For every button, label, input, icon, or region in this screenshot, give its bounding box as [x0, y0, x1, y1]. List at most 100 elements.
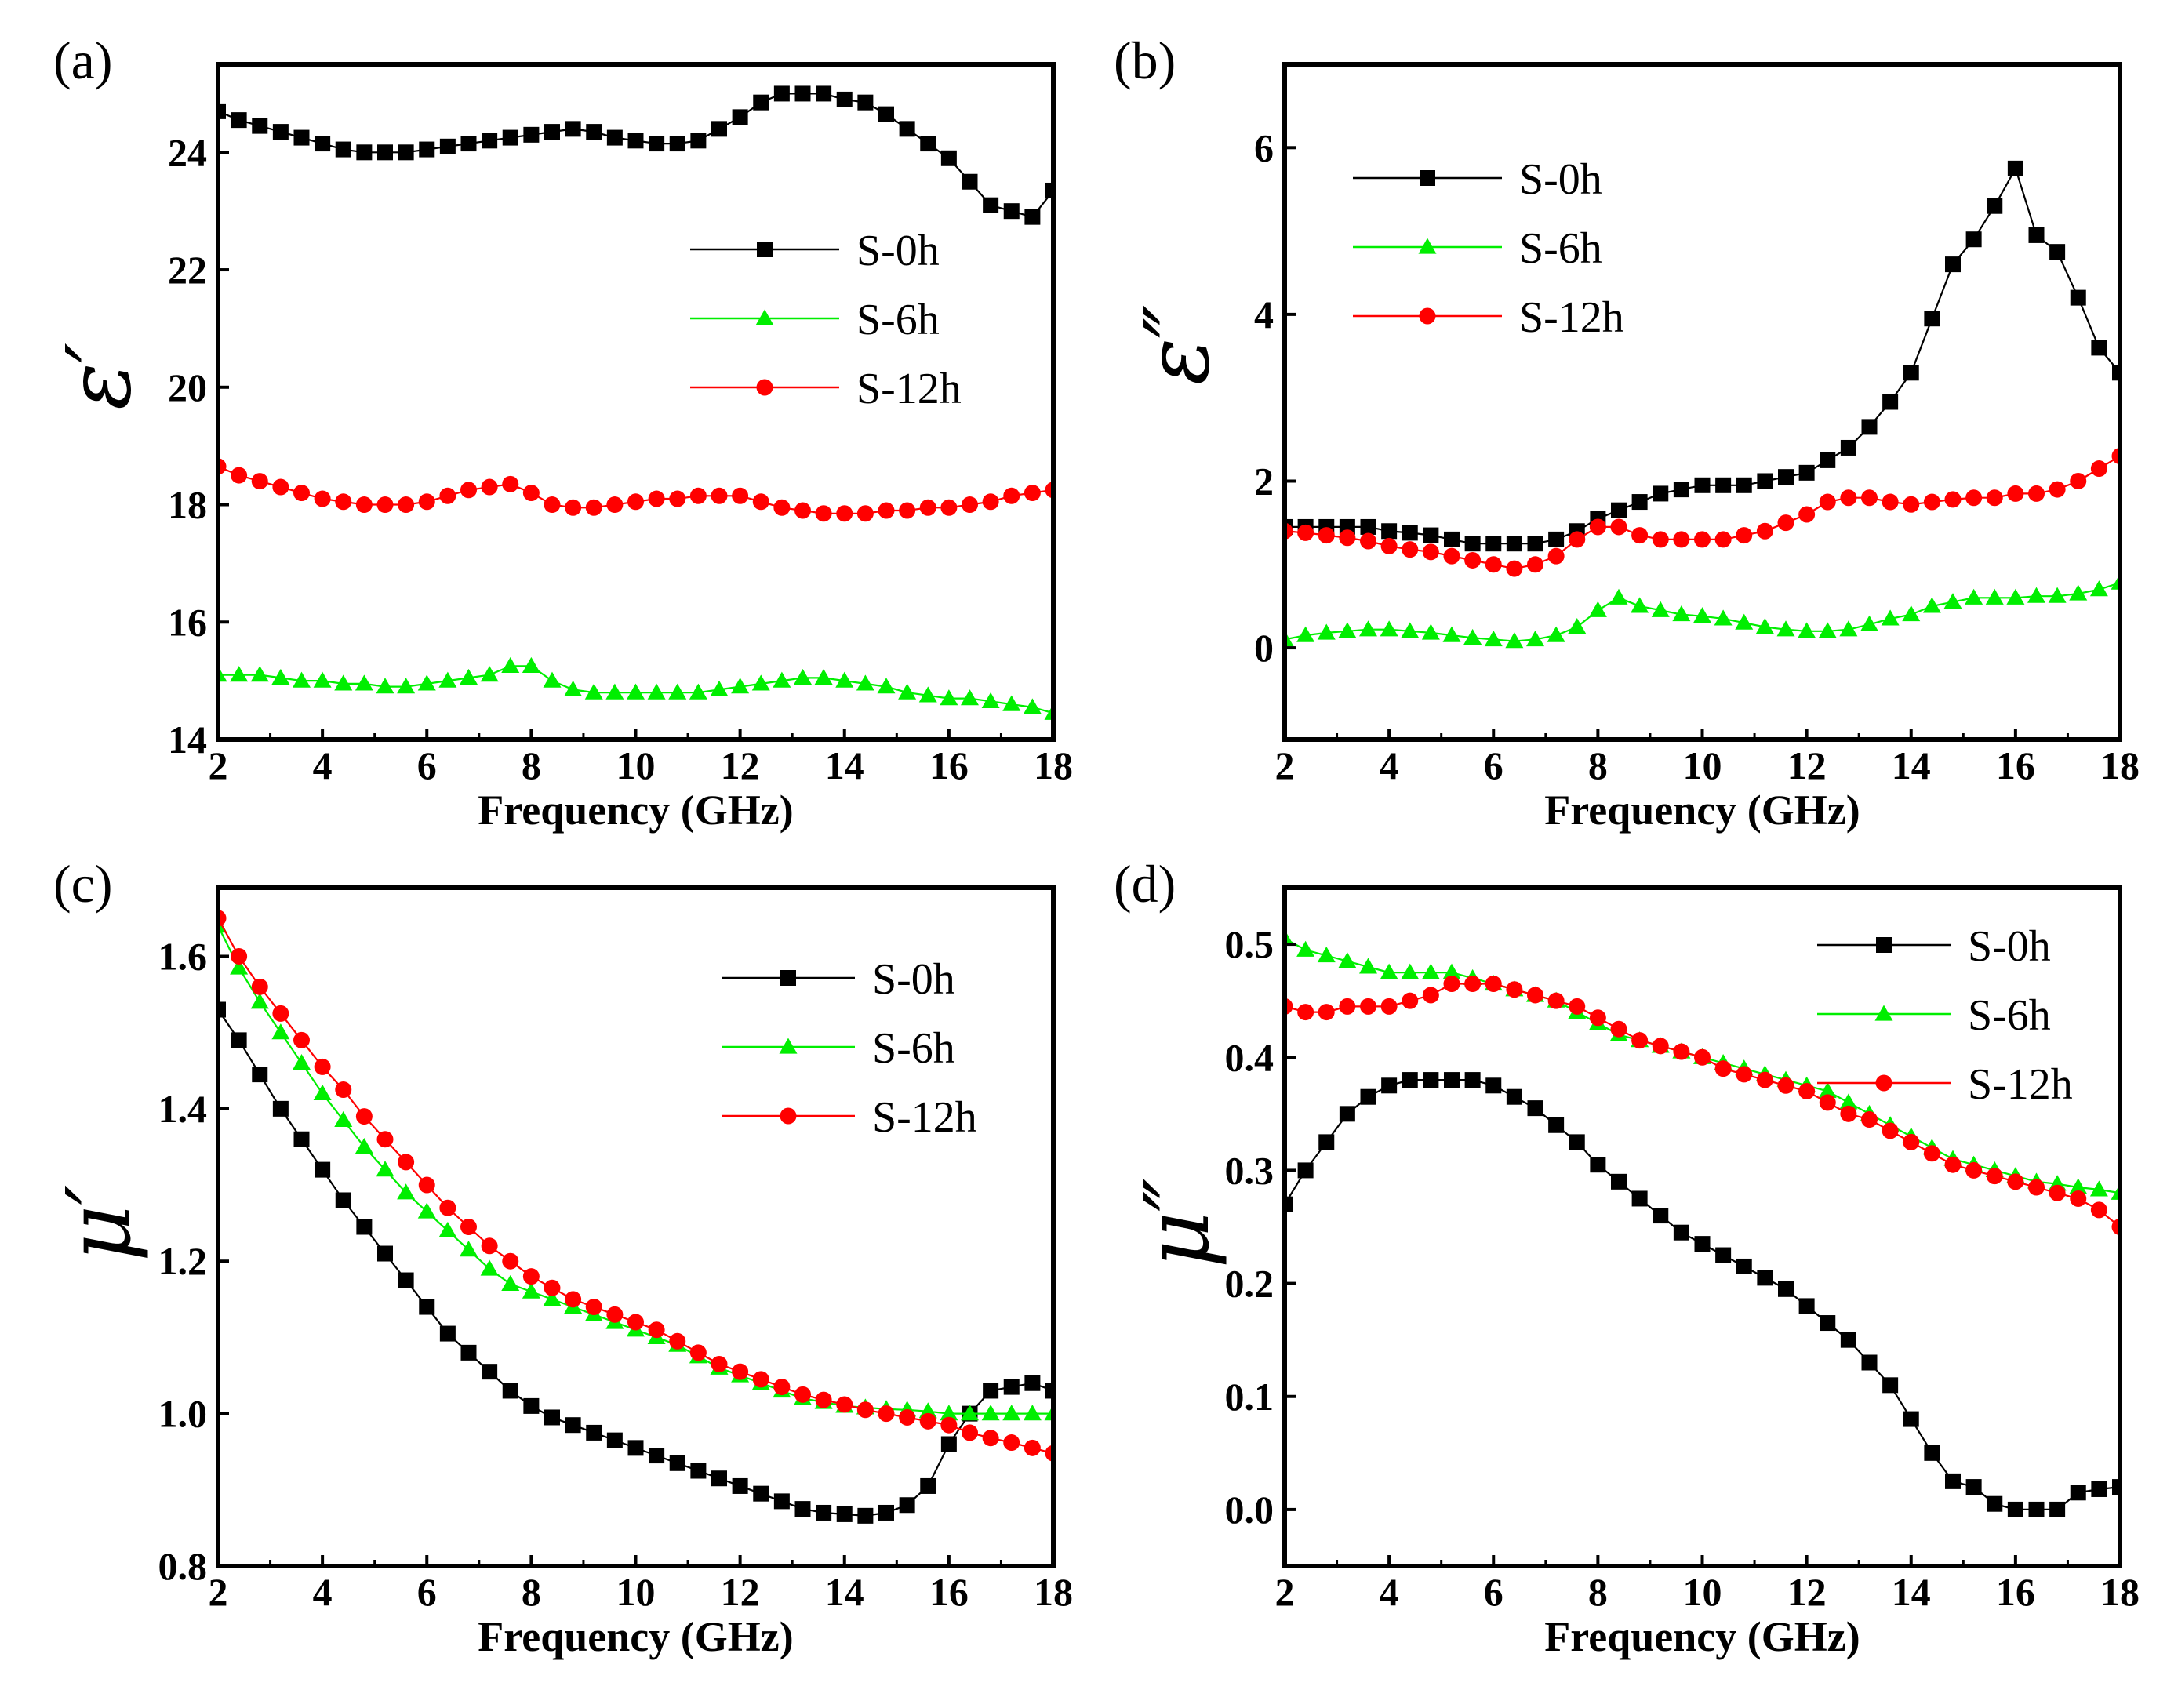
data-point-S-12h — [1652, 531, 1669, 548]
data-point-S-12h — [1714, 1060, 1732, 1077]
data-point-S-6h — [438, 671, 457, 688]
data-point-S-6h — [250, 993, 269, 1009]
data-point-S-12h — [1965, 1161, 1983, 1179]
data-point-S-6h — [981, 692, 1000, 708]
y-tick-label: 0.2 — [1225, 1262, 1274, 1306]
data-point-S-0h — [1485, 1077, 1502, 1094]
data-point-S-12h — [1547, 992, 1565, 1009]
x-tick-label: 12 — [1787, 743, 1827, 787]
data-point-S-12h — [856, 1401, 874, 1419]
data-point-S-6h — [773, 671, 791, 688]
data-point-S-6h — [1296, 626, 1315, 642]
data-point-S-0h — [315, 1161, 331, 1178]
data-point-S-12h — [231, 467, 248, 484]
data-point-S-12h — [899, 1408, 916, 1426]
x-tick-label: 18 — [2100, 743, 2140, 787]
y-axis-label: ε″ — [1127, 305, 1229, 385]
series-S-0h — [1285, 1072, 2120, 1517]
data-point-S-0h — [711, 1470, 727, 1487]
data-point-S-12h — [1569, 998, 1586, 1015]
data-point-S-6h — [1317, 623, 1336, 640]
data-point-S-12h — [2090, 1201, 2107, 1219]
data-point-S-6h — [522, 1282, 540, 1299]
data-point-S-6h — [1735, 613, 1754, 630]
data-point-S-12h — [1506, 981, 1523, 998]
panel-label: (c) — [53, 854, 112, 914]
x-tick-label: 2 — [209, 1570, 228, 1614]
x-tick-label: 8 — [522, 1570, 541, 1614]
y-tick-label: 0.3 — [1225, 1148, 1274, 1192]
data-point-S-0h — [1903, 365, 1919, 381]
data-point-S-0h — [878, 106, 894, 122]
y-tick-label: 1.6 — [158, 934, 208, 978]
legend-label-S-12h: S-12h — [1968, 1060, 2073, 1109]
data-point-S-0h — [1285, 1196, 1293, 1212]
data-point-S-0h — [983, 1383, 999, 1399]
data-point-S-0h — [1024, 1375, 1041, 1391]
x-tick-label: 4 — [1380, 743, 1399, 787]
series-S-12h — [218, 458, 1053, 522]
legend: S-0h S-6h S-12h — [722, 955, 977, 1142]
data-point-S-6h — [918, 686, 937, 703]
data-point-S-0h — [565, 121, 581, 137]
data-point-S-0h — [2028, 227, 2045, 243]
data-point-S-6h — [501, 656, 520, 674]
data-point-S-0h — [2091, 1481, 2107, 1497]
data-point-S-6h — [1442, 963, 1461, 979]
data-point-S-12h — [940, 499, 958, 516]
data-point-S-12h — [1819, 493, 1836, 511]
data-point-S-6h — [480, 666, 499, 682]
data-point-S-12h — [940, 1416, 958, 1434]
data-point-S-0h — [2028, 1501, 2045, 1517]
data-point-S-6h — [898, 683, 917, 700]
data-point-S-12h — [794, 1386, 811, 1403]
data-point-S-0h — [1423, 1072, 1439, 1088]
data-point-S-0h — [732, 1477, 748, 1494]
x-tick-label: 8 — [1588, 743, 1608, 787]
y-tick-label: 18 — [168, 483, 207, 527]
x-tick-label: 6 — [1484, 743, 1503, 787]
data-point-S-12h — [481, 1237, 498, 1255]
data-point-S-0h — [669, 1455, 685, 1471]
y-tick-label: 0.0 — [1225, 1488, 1274, 1532]
data-point-S-0h — [816, 85, 832, 102]
data-point-S-12h — [1882, 493, 1899, 511]
data-point-S-12h — [272, 478, 289, 496]
data-point-S-0h — [2049, 244, 2066, 260]
data-point-S-6h — [543, 671, 562, 688]
data-point-S-6h — [1296, 940, 1315, 957]
data-point-S-0h — [293, 1131, 310, 1147]
y-tick-label: 0.5 — [1225, 922, 1274, 966]
data-point-S-0h — [231, 1032, 247, 1048]
data-point-S-0h — [1402, 1072, 1418, 1088]
data-point-S-12h — [1694, 531, 1711, 548]
data-point-S-6h — [1651, 601, 1670, 617]
chart-panel-b: 2 4 6 8 10 12 14 16 18 0 2 4 6 Frequency (GHz) ε″ (b) S-… — [1114, 31, 2140, 834]
data-point-S-0h — [1548, 531, 1565, 547]
data-point-S-0h — [794, 1501, 811, 1517]
legend-label-S-6h: S-6h — [1519, 224, 1602, 273]
data-point-S-0h — [1882, 1377, 1899, 1394]
data-point-S-12h — [773, 1379, 791, 1396]
data-point-S-0h — [606, 129, 623, 146]
data-point-S-6h — [1023, 698, 1042, 714]
data-point-S-6h — [2069, 584, 2088, 601]
data-point-S-0h — [293, 129, 310, 146]
data-point-S-12h — [1652, 1038, 1669, 1055]
data-point-S-0h — [377, 144, 393, 161]
data-point-S-0h — [1423, 527, 1439, 543]
y-tick-label: 14 — [168, 718, 207, 761]
data-point-S-6h — [751, 674, 770, 691]
data-point-S-0h — [1653, 1208, 1669, 1224]
data-point-S-6h — [1693, 607, 1711, 623]
legend-label-S-0h: S-0h — [872, 955, 955, 1004]
data-point-S-12h — [919, 499, 936, 516]
x-tick-label: 6 — [417, 743, 437, 787]
data-point-S-12h — [962, 496, 978, 514]
series-S-12h — [218, 910, 1053, 1462]
y-tick-label: 16 — [168, 600, 207, 644]
data-point-S-12h — [711, 487, 728, 504]
plot-frame — [1282, 885, 2122, 1568]
data-point-S-0h — [218, 103, 226, 119]
